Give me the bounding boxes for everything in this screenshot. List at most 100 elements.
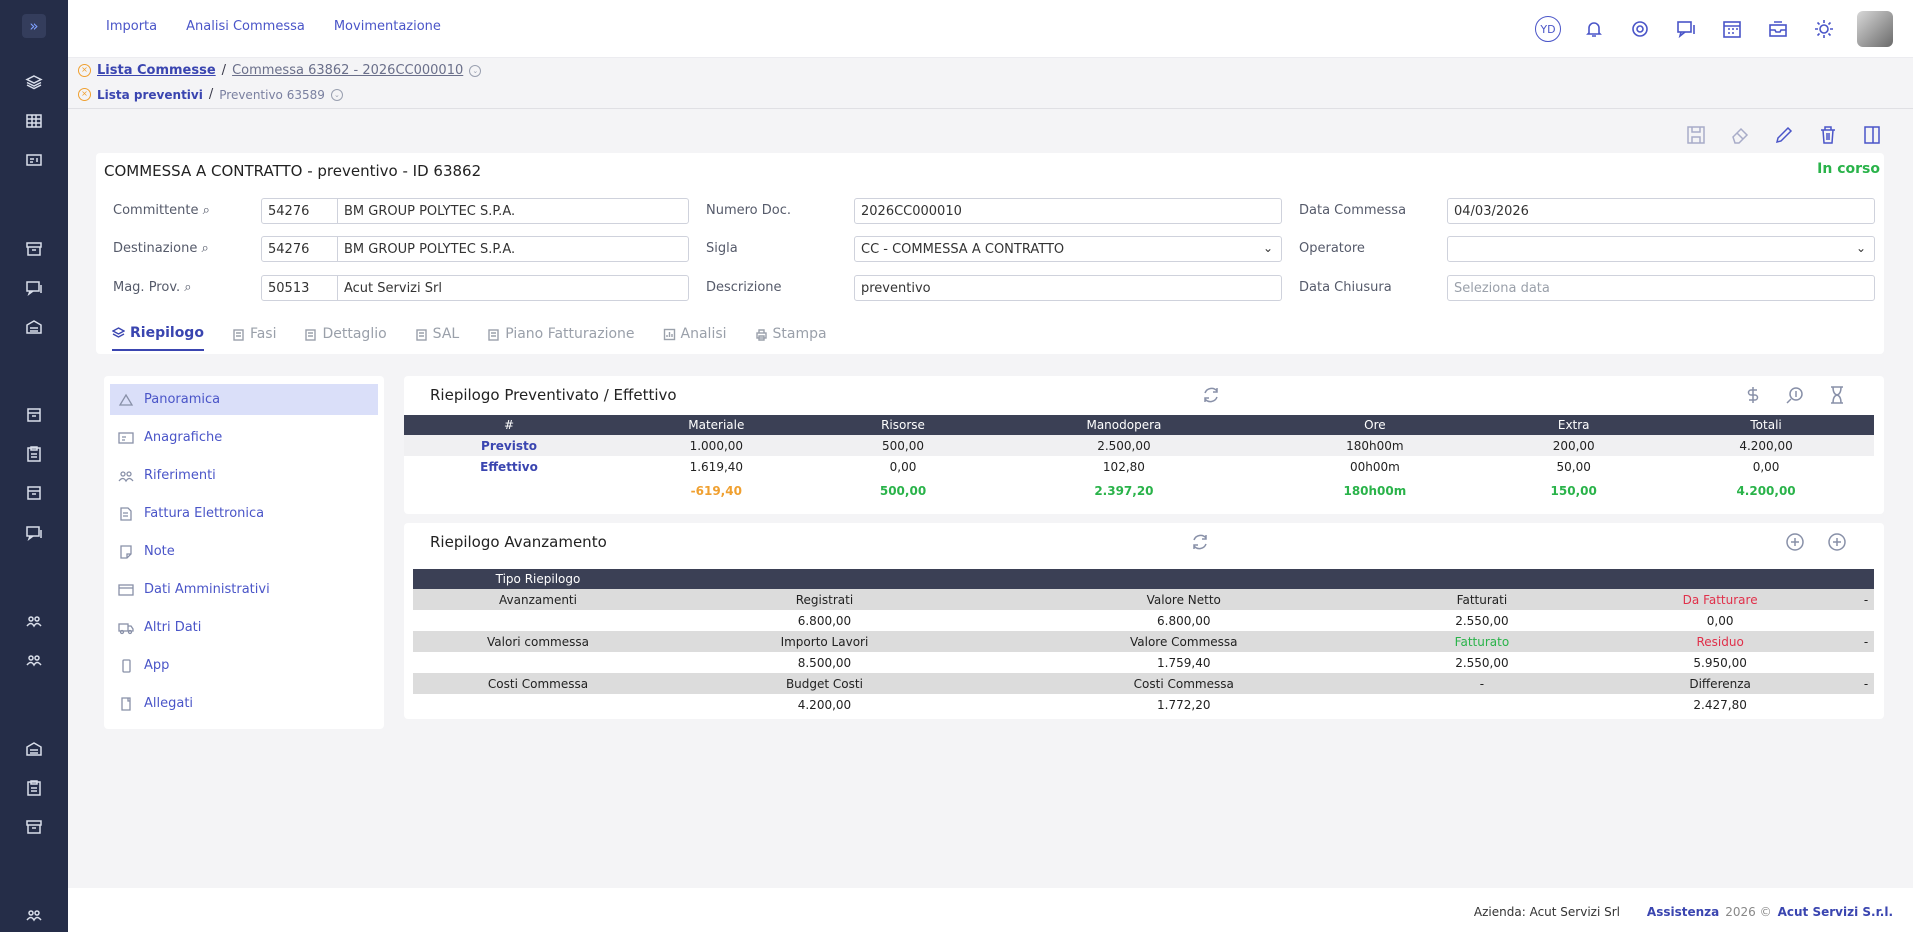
breadcrumb-root[interactable]: Lista Commesse (97, 63, 216, 78)
close-icon[interactable]: × (78, 64, 91, 77)
breadcrumb-current[interactable]: Commessa 63862 - 2026CC000010 (232, 63, 464, 78)
committente-field[interactable]: 54276 BM GROUP POLYTEC S.P.A. (261, 198, 689, 224)
team-icon[interactable] (22, 650, 46, 670)
refresh-icon[interactable] (1200, 384, 1222, 410)
table-cell: 200,00 (1489, 435, 1659, 456)
edit-icon[interactable] (1773, 124, 1795, 150)
search-money-icon[interactable] (1784, 384, 1806, 410)
table-row-group-header: Valori commessa Importo Lavori Valore Co… (413, 631, 1874, 652)
box-icon[interactable] (22, 405, 46, 425)
tab-piano-fatturazione[interactable]: Piano Fatturazione (487, 325, 635, 351)
grid-icon[interactable] (22, 111, 46, 131)
id-card-icon (118, 431, 134, 444)
mag-prov-field[interactable]: 50513 Acut Servizi Srl (261, 275, 689, 301)
group-label: Valori commessa (413, 631, 663, 652)
trash-icon[interactable] (1817, 124, 1839, 150)
gear-icon[interactable] (1627, 16, 1653, 42)
chat-icon[interactable] (22, 523, 46, 543)
team-icon[interactable] (22, 611, 46, 631)
breadcrumb-root[interactable]: Lista preventivi (97, 87, 203, 102)
warehouse-icon[interactable] (22, 317, 46, 337)
clipboard-icon[interactable] (22, 444, 46, 464)
company-link[interactable]: Acut Servizi S.r.l. (1777, 905, 1893, 919)
breadcrumb-current[interactable]: Preventivo 63589 (219, 87, 325, 102)
tab-fasi[interactable]: Fasi (232, 325, 276, 351)
tab-stampa[interactable]: Stampa (755, 325, 827, 351)
operatore-label: Operatore (1299, 241, 1365, 256)
table-cell (1858, 610, 1874, 631)
table-cell: Differenza (1582, 673, 1858, 694)
assistenza-link[interactable]: Assistenza (1646, 905, 1720, 919)
chevron-down-icon[interactable]: ⌄ (330, 88, 343, 101)
refresh-icon[interactable] (1189, 531, 1211, 557)
menu-item-altri-dati[interactable]: Altri Dati (110, 612, 378, 643)
archive-icon[interactable] (22, 239, 46, 259)
table-cell: 150,00 (1550, 484, 1597, 498)
table-cell (1382, 694, 1583, 715)
table-row-group-header: Costi Commessa Budget Costi Costi Commes… (413, 673, 1874, 694)
avanzamento-panel: Riepilogo Avanzamento Tipo Riepilogo Ava… (404, 523, 1884, 719)
data-chiusura-field[interactable]: Seleziona data (1447, 275, 1875, 301)
dollar-icon[interactable] (1742, 384, 1764, 410)
nav-movimentazione[interactable]: Movimentazione (333, 19, 441, 34)
bell-icon[interactable] (1581, 16, 1607, 42)
calendar-icon[interactable] (1719, 16, 1745, 42)
breadcrumb: × Lista Commesse / Commessa 63862 - 2026… (78, 63, 482, 78)
table-cell: 1.759,40 (1157, 655, 1211, 670)
inbox-icon[interactable] (1765, 16, 1791, 42)
table-header: Tipo Riepilogo (413, 569, 1874, 589)
operatore-select[interactable]: ⌄ (1447, 236, 1875, 262)
chevron-down-icon[interactable]: ⌄ (469, 64, 482, 77)
layers-icon[interactable] (22, 72, 46, 92)
tab-dettaglio[interactable]: Dettaglio (304, 325, 387, 351)
divider (68, 108, 1913, 109)
sun-icon[interactable] (1811, 16, 1837, 42)
hourglass-icon[interactable] (1826, 384, 1848, 410)
save-icon[interactable] (1685, 124, 1707, 150)
table-row[interactable]: Effettivo 1.619,40 0,00 102,80 00h00m 50… (404, 456, 1874, 477)
table-cell: 180h00m (1343, 484, 1407, 498)
menu-item-note[interactable]: Note (110, 536, 378, 567)
menu-item-riferimenti[interactable]: Riferimenti (110, 460, 378, 491)
split-view-icon[interactable] (1861, 124, 1883, 150)
table-cell: 5.950,00 (1693, 655, 1747, 670)
tab-analisi[interactable]: Analisi (663, 325, 727, 351)
user-initials-badge[interactable]: YD (1535, 16, 1561, 42)
menu-item-panoramica[interactable]: Panoramica (110, 384, 378, 415)
nav-analisi-commessa[interactable]: Analisi Commessa (186, 19, 305, 34)
eraser-icon[interactable] (1729, 124, 1751, 150)
tab-sal[interactable]: SAL (415, 325, 459, 351)
group-label: Avanzamenti (413, 589, 663, 610)
table-row[interactable]: Previsto 1.000,00 500,00 2.500,00 180h00… (404, 435, 1874, 456)
numero-doc-field[interactable]: 2026CC000010 (854, 198, 1282, 224)
document-header: COMMESSA A CONTRATTO - preventivo - ID 6… (96, 153, 1884, 354)
menu-item-anagrafiche[interactable]: Anagrafiche (110, 422, 378, 453)
table-cell: 1.000,00 (614, 435, 819, 456)
sigla-select[interactable]: CC - COMMESSA A CONTRATTO ⌄ (854, 236, 1282, 262)
nav-importa[interactable]: Importa (106, 19, 158, 34)
chat-icon[interactable] (22, 278, 46, 298)
avatar[interactable] (1857, 11, 1893, 47)
add-circle-icon[interactable] (1784, 531, 1806, 557)
clipboard-icon[interactable] (22, 778, 46, 798)
destinazione-field[interactable]: 54276 BM GROUP POLYTEC S.P.A. (261, 236, 689, 262)
archive-icon[interactable] (22, 817, 46, 837)
top-bar: Importa Analisi Commessa Movimentazione … (68, 0, 1913, 58)
team-icon[interactable] (22, 905, 46, 925)
chat-icon[interactable] (1673, 16, 1699, 42)
box-icon[interactable] (22, 483, 46, 503)
menu-item-dati-amministrativi[interactable]: Dati Amministrativi (110, 574, 378, 605)
menu-item-fattura-elettronica[interactable]: Fattura Elettronica (110, 498, 378, 529)
menu-item-allegati[interactable]: Allegati (110, 688, 378, 719)
warehouse-icon[interactable] (22, 739, 46, 759)
card-icon[interactable] (22, 150, 46, 170)
close-icon[interactable]: × (78, 88, 91, 101)
menu-item-app[interactable]: App (110, 650, 378, 681)
data-commessa-field[interactable]: 04/03/2026 (1447, 198, 1875, 224)
table-cell: - (1858, 589, 1874, 610)
add-circle-icon[interactable] (1826, 531, 1848, 557)
descrizione-field[interactable]: preventivo (854, 275, 1282, 301)
expand-sidebar-button[interactable]: » (22, 14, 46, 38)
tab-riepilogo[interactable]: Riepilogo (112, 325, 204, 351)
group-label: Costi Commessa (413, 673, 663, 694)
